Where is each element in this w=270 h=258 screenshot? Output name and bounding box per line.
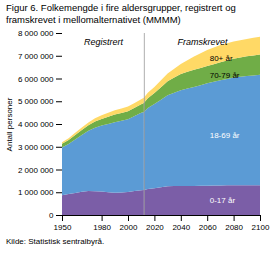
html-text:Figur 6. Folkemengde i fire al: Figur 6. Folkemengde i fire aldersgruppe…	[6, 2, 236, 25]
svg-text:6 000 000: 6 000 000	[18, 75, 54, 84]
svg-text:Registrert: Registrert	[84, 37, 124, 47]
svg-text:4 000 000: 4 000 000	[18, 120, 54, 129]
svg-text:1 000 000: 1 000 000	[18, 188, 54, 197]
html-text:Kilde: Statistisk sentralbyrå.: Kilde: Statistisk sentralbyrå.	[6, 237, 105, 246]
svg-text:2080: 2080	[225, 223, 243, 232]
svg-text:2040: 2040	[172, 223, 190, 232]
svg-text:3 000 000: 3 000 000	[18, 143, 54, 152]
svg-text:7 000 000: 7 000 000	[18, 52, 54, 61]
svg-text:Framskrevet: Framskrevet	[177, 37, 228, 47]
svg-text:8 000 000: 8 000 000	[18, 29, 54, 38]
svg-text:18-69 år: 18-69 år	[210, 131, 240, 140]
svg-text:2000: 2000	[120, 223, 138, 232]
svg-text:2100: 2100	[252, 223, 270, 232]
svg-text:2020: 2020	[146, 223, 164, 232]
svg-text:2060: 2060	[199, 223, 217, 232]
svg-text:2 000 000: 2 000 000	[18, 166, 54, 175]
svg-text:1950: 1950	[54, 223, 72, 232]
svg-text:0-17 år: 0-17 år	[210, 196, 236, 205]
svg-text:Antall personer: Antall personer	[5, 97, 14, 151]
svg-text:1980: 1980	[93, 223, 111, 232]
svg-text:5 000 000: 5 000 000	[18, 97, 54, 106]
svg-text:80+ år: 80+ år	[210, 54, 233, 63]
svg-text:0: 0	[49, 211, 54, 220]
svg-text:70-79 år: 70-79 år	[210, 71, 240, 80]
